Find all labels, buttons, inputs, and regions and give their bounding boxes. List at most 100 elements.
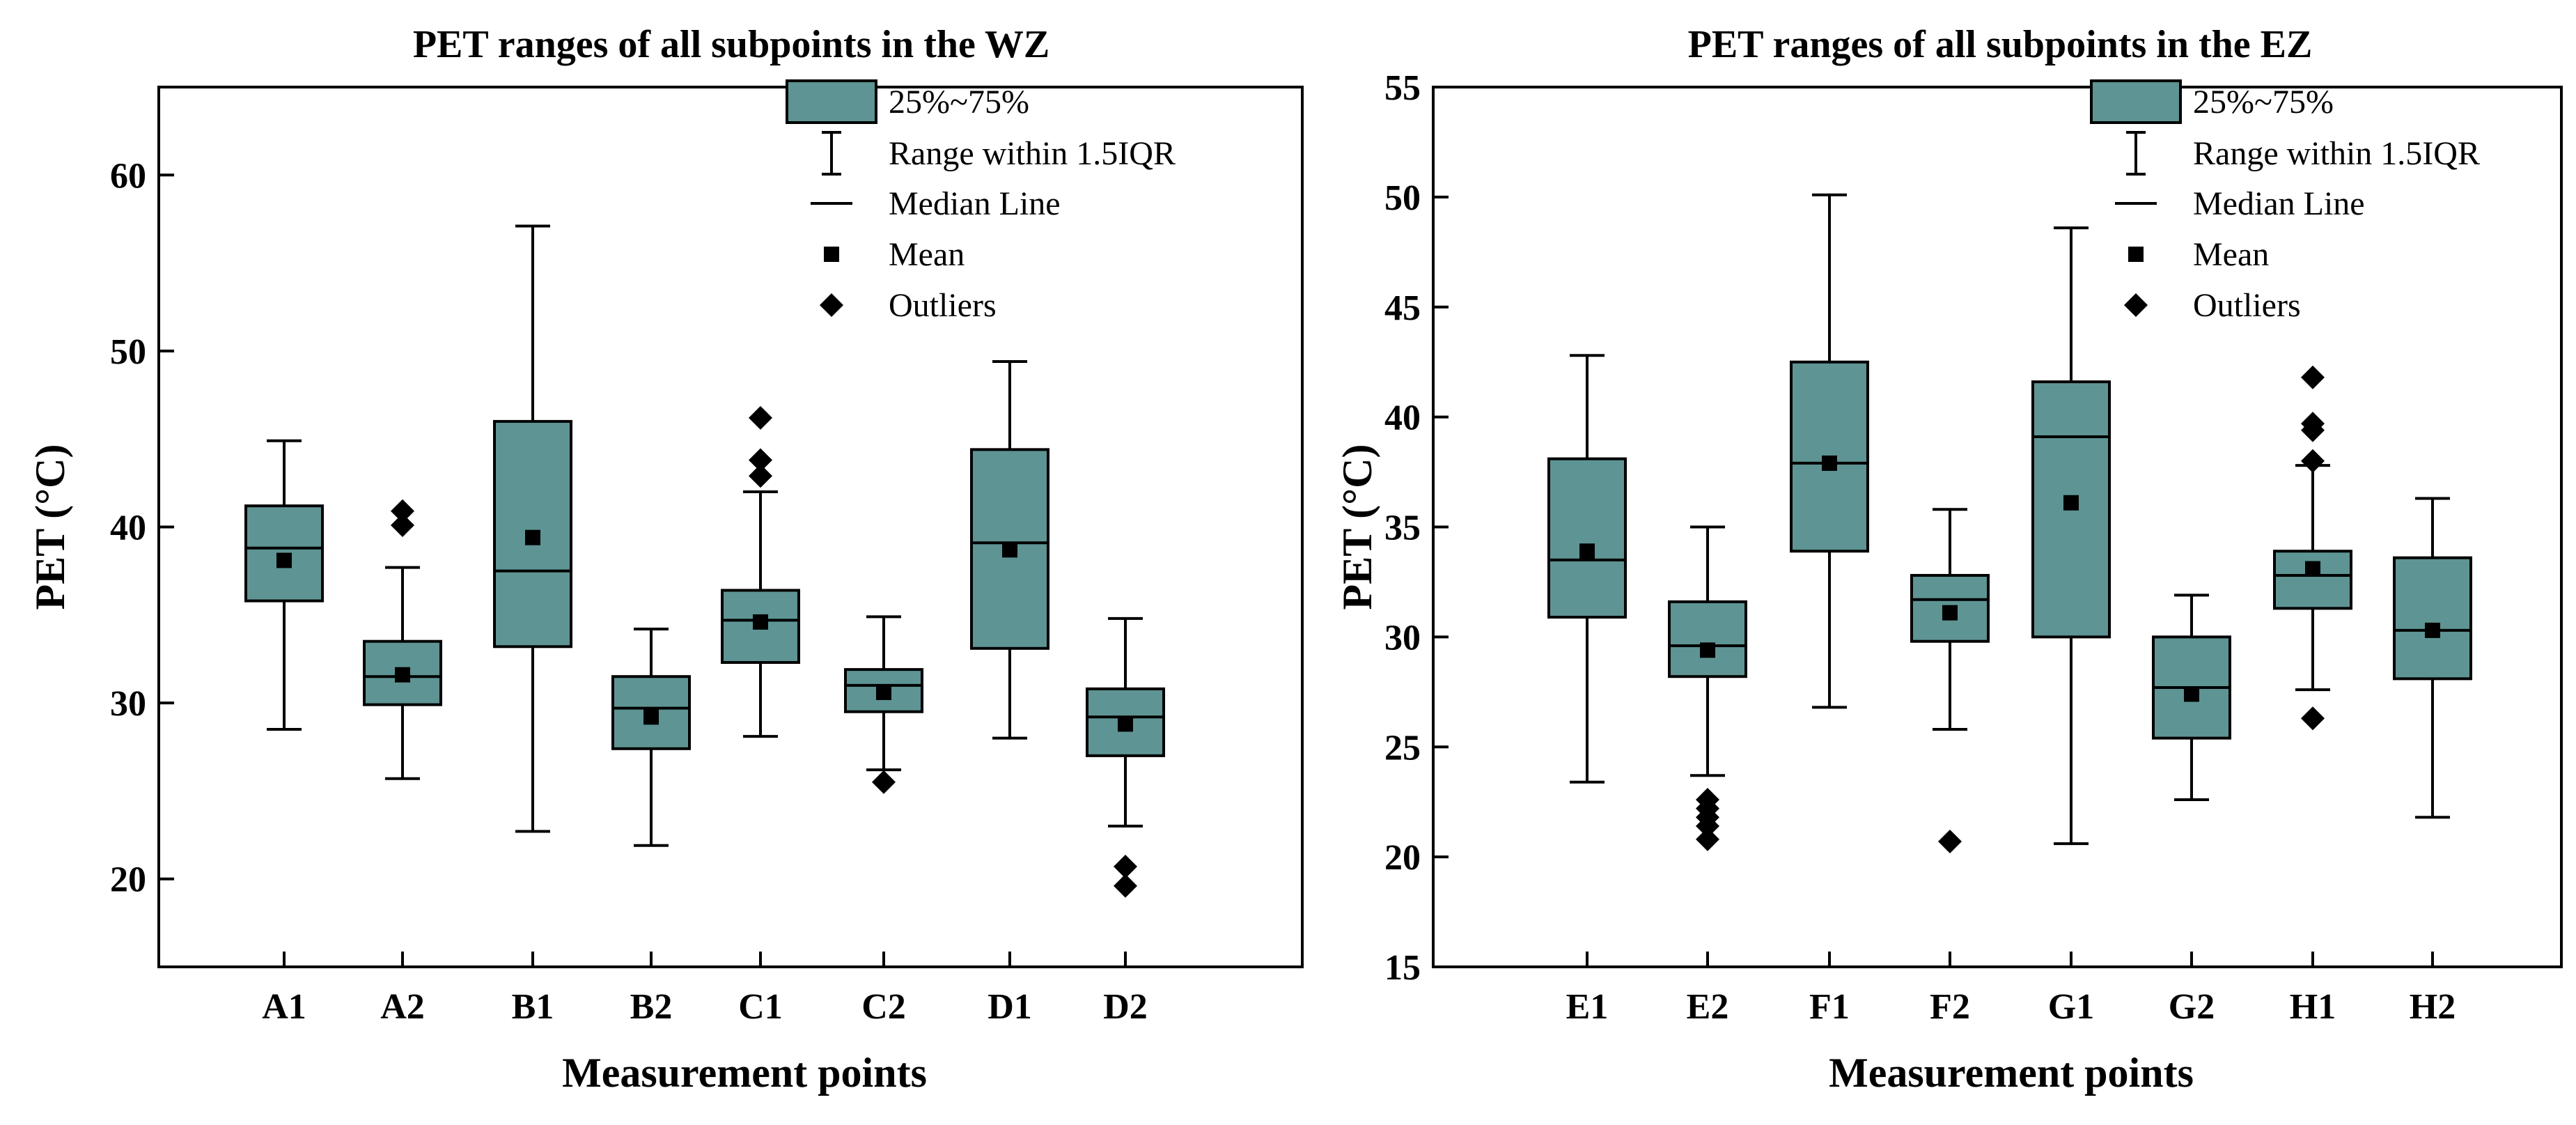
- mean-marker: [1118, 716, 1133, 732]
- plot-frame: [157, 86, 1304, 968]
- legend: 25%~75% Range within 1.5IQR Median Line Mea…: [786, 79, 1176, 324]
- outlier-marker: [391, 513, 414, 537]
- box-G2: G2: [2152, 593, 2231, 1027]
- legend-mean-swatch: [824, 247, 839, 262]
- mean-marker: [276, 552, 292, 568]
- y-axis-label: PET (°C): [1334, 444, 1380, 610]
- legend-outlier-swatch: [820, 293, 843, 317]
- mean-marker: [1942, 605, 1958, 621]
- outlier-marker: [1938, 830, 1962, 854]
- legend-label-mean: Mean: [889, 236, 965, 273]
- outlier-marker: [749, 464, 772, 488]
- box-C1: C1: [721, 405, 800, 1027]
- box-A1: A1: [244, 439, 324, 1027]
- x-tick-label: H2: [2410, 987, 2456, 1027]
- mean-marker: [1579, 543, 1595, 559]
- legend-outlier-swatch: [2124, 293, 2148, 317]
- legend-label-median: Median Line: [2193, 185, 2365, 222]
- x-tick-label: G1: [2048, 987, 2094, 1027]
- mean-marker: [876, 684, 891, 700]
- legend-label-iqr: 25%~75%: [2193, 84, 2334, 121]
- y-axis-label: PET (°C): [27, 444, 73, 610]
- outlier-marker: [749, 405, 772, 430]
- box-B1: B1: [493, 224, 572, 1027]
- y-tick-label: 60: [110, 156, 146, 196]
- y-tick-label: 15: [1384, 948, 1421, 988]
- iqr-box: [2393, 556, 2472, 681]
- x-tick-label: A1: [262, 987, 306, 1027]
- box-B2: B2: [611, 628, 691, 1027]
- legend-label-outliers: Outliers: [2193, 287, 2301, 324]
- x-tick-label: F2: [1930, 987, 1970, 1027]
- box-F2: F2: [1910, 508, 1990, 1027]
- mean-marker: [1002, 542, 1017, 558]
- legend-label-mean: Mean: [2193, 236, 2269, 273]
- x-tick-label: E2: [1687, 987, 1729, 1027]
- y-tick-label: 20: [110, 860, 146, 900]
- outlier-marker: [1114, 855, 1137, 879]
- box-D1: D1: [970, 360, 1049, 1027]
- box-E2: E2: [1668, 525, 1747, 1027]
- x-tick-label: B1: [512, 987, 554, 1027]
- outlier-marker: [872, 770, 896, 794]
- chart-title: PET ranges of all subpoints in the WZ: [413, 23, 1049, 66]
- y-tick-label: 35: [1384, 509, 1421, 548]
- x-tick-label: G2: [2169, 987, 2215, 1027]
- y-tick-label: 25: [1384, 728, 1421, 768]
- y-tick-label: 55: [1384, 68, 1421, 108]
- x-tick-label: C2: [861, 987, 906, 1027]
- box-D2: D2: [1086, 616, 1165, 1027]
- legend-box-swatch: [786, 79, 877, 124]
- outlier-marker: [1696, 814, 1719, 838]
- mean-marker: [2425, 622, 2440, 638]
- mean-marker: [2063, 495, 2079, 511]
- box-F1: F1: [1790, 193, 1869, 1027]
- mean-marker: [1700, 642, 1715, 658]
- iqr-box: [1547, 457, 1627, 619]
- y-tick-label: 50: [1384, 178, 1421, 218]
- legend-mean-swatch: [2128, 247, 2144, 262]
- legend: 25%~75% Range within 1.5IQR Median Line Mea…: [2090, 79, 2480, 324]
- mean-marker: [1822, 455, 1837, 471]
- box-C2: C2: [844, 615, 923, 1027]
- x-axis-label: Measurement points: [1829, 1050, 2194, 1096]
- x-tick-label: D1: [988, 987, 1032, 1027]
- legend-label-median: Median Line: [889, 185, 1061, 222]
- x-tick-label: H1: [2290, 987, 2336, 1027]
- y-tick-label: 50: [110, 332, 146, 372]
- outlier-marker: [391, 499, 414, 523]
- mean-marker: [2305, 561, 2320, 577]
- chart-panel-0: PET ranges of all subpoints in the WZ 20 3…: [27, 23, 1304, 1096]
- box-H2: H2: [2393, 497, 2472, 1027]
- x-tick-label: D2: [1103, 987, 1148, 1027]
- legend-box-swatch: [2090, 79, 2182, 124]
- outlier-marker: [2301, 418, 2325, 442]
- outlier-marker: [749, 448, 772, 472]
- x-tick-label: C1: [738, 987, 783, 1027]
- outlier-marker: [1696, 827, 1719, 851]
- mean-marker: [643, 709, 659, 725]
- box-E1: E1: [1547, 354, 1627, 1027]
- y-tick-label: 40: [110, 509, 146, 548]
- legend-label-outliers: Outliers: [889, 287, 997, 324]
- mean-marker: [395, 667, 410, 683]
- x-tick-label: E1: [1566, 987, 1609, 1027]
- box-G1: G1: [2031, 226, 2111, 1027]
- y-tick-label: 30: [110, 684, 146, 724]
- y-tick-label: 30: [1384, 618, 1421, 658]
- mean-marker: [2184, 686, 2199, 702]
- x-tick-label: B2: [630, 987, 673, 1027]
- chart-title: PET ranges of all subpoints in the EZ: [1688, 23, 2313, 66]
- y-tick-label: 45: [1384, 288, 1421, 328]
- chart-panel-1: PET ranges of all subpoints in the EZ 15 2…: [1334, 23, 2563, 1096]
- box-A2: A2: [363, 499, 442, 1027]
- mean-marker: [753, 614, 768, 630]
- iqr-box: [2273, 550, 2352, 610]
- x-tick-label: F1: [1809, 987, 1850, 1027]
- iqr-box: [1668, 600, 1747, 678]
- outlier-marker: [2301, 706, 2325, 731]
- legend-label-range: Range within 1.5IQR: [2193, 135, 2480, 172]
- x-axis-label: Measurement points: [562, 1050, 927, 1096]
